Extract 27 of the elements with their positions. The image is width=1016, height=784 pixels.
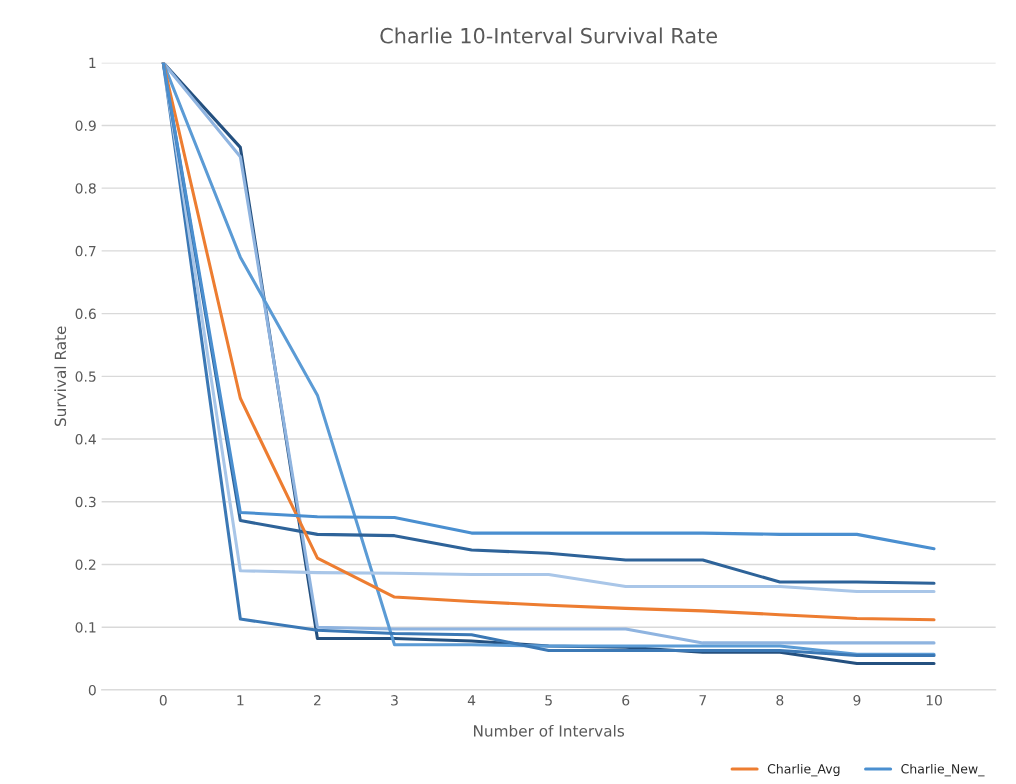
y-tick-label: 0.9 — [75, 120, 96, 131]
x-tick-label: 6 — [622, 695, 630, 706]
y-tick-label: 0 — [88, 684, 96, 696]
y-tick-label: 0.1 — [75, 622, 96, 633]
x-tick-label: 3 — [391, 695, 398, 706]
y-tick-label: 0.5 — [75, 371, 96, 382]
x-tick-label: 7 — [699, 695, 707, 706]
legend-label: Charlie_Avg — [767, 763, 840, 777]
x-tick-label: 9 — [853, 695, 861, 706]
x-tick-label: 5 — [545, 695, 552, 706]
chart-title: Charlie 10-Interval Survival Rate — [380, 27, 717, 44]
y-tick-label: 0.2 — [75, 559, 96, 570]
x-tick-label: 2 — [314, 695, 321, 706]
y-tick-label: 0.6 — [75, 308, 96, 320]
x-tick-label: 4 — [467, 695, 476, 706]
x-tick-label: 0 — [159, 695, 167, 706]
y-tick-label: 0.3 — [75, 496, 96, 508]
y-tick-label: 0.7 — [75, 245, 96, 257]
y-tick-label: 0.4 — [75, 434, 96, 445]
x-axis-title: Number of Intervals — [474, 724, 625, 737]
y-tick-label: 1 — [89, 57, 96, 68]
y-tick-label: 0.8 — [75, 183, 96, 194]
y-axis-title: Survival Rate — [54, 326, 67, 427]
x-tick-label: 10 — [926, 695, 942, 706]
legend-label: Charlie_New_ — [901, 763, 985, 777]
x-tick-label: 8 — [776, 695, 784, 706]
x-tick-label: 1 — [237, 695, 244, 706]
